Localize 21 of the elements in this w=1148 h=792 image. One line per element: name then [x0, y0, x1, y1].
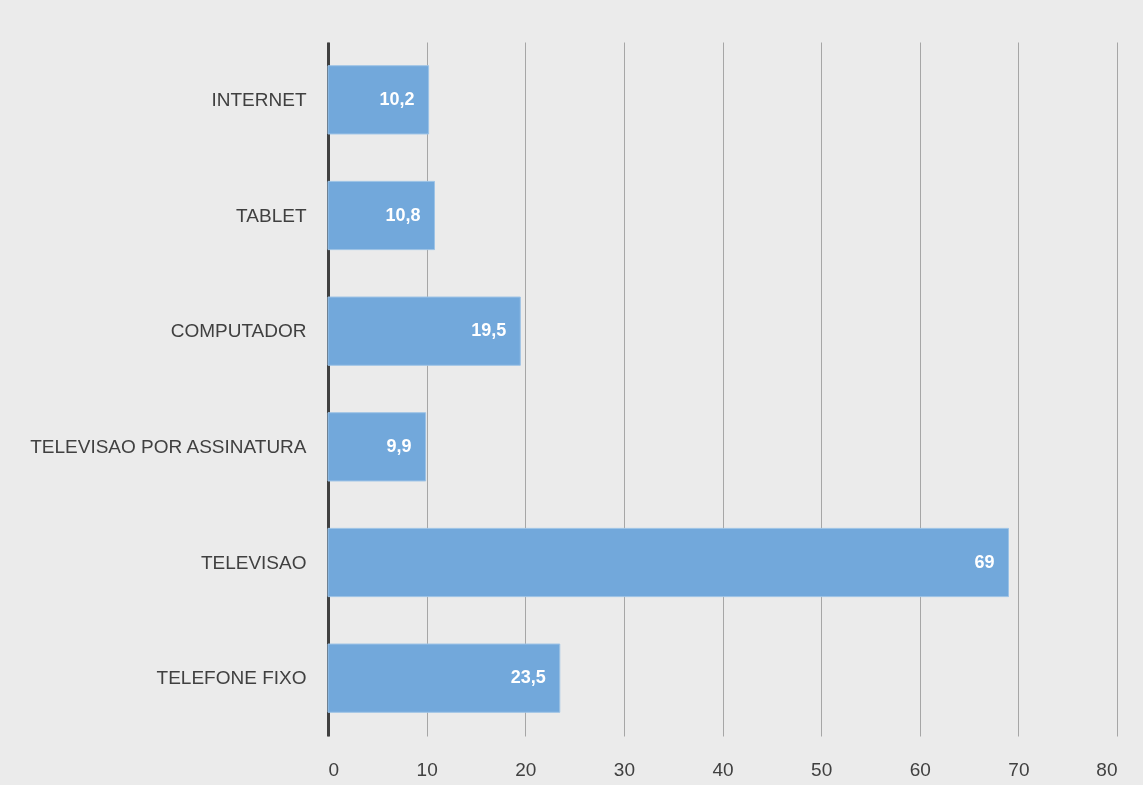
- x-tick-label: 20: [515, 758, 537, 780]
- data-label: 9,9: [386, 435, 412, 456]
- data-label: 10,8: [385, 204, 421, 225]
- x-tick-label: 40: [712, 758, 734, 780]
- x-tick-label: 70: [1008, 758, 1030, 780]
- y-tick-label: INTERNET: [211, 88, 307, 110]
- x-tick-label: 0: [328, 758, 340, 780]
- x-tick-label: 60: [909, 758, 931, 780]
- y-tick-label: TELEFONE FIXO: [156, 667, 307, 689]
- data-label: 23,5: [510, 667, 546, 688]
- data-label: 19,5: [471, 320, 507, 341]
- y-tick-label: COMPUTADOR: [170, 320, 307, 342]
- x-tick-label: 10: [416, 758, 438, 780]
- data-label: 10,2: [379, 88, 415, 109]
- y-tick-label: TABLET: [236, 204, 307, 226]
- x-tick-label: 80: [1096, 758, 1118, 780]
- x-tick-label: 30: [613, 758, 635, 780]
- y-tick-label: TELEVISAO POR ASSINATURA: [30, 435, 307, 457]
- y-tick-label: TELEVISAO: [200, 551, 307, 573]
- x-tick-label: 50: [811, 758, 833, 780]
- data-label: 69: [974, 551, 995, 572]
